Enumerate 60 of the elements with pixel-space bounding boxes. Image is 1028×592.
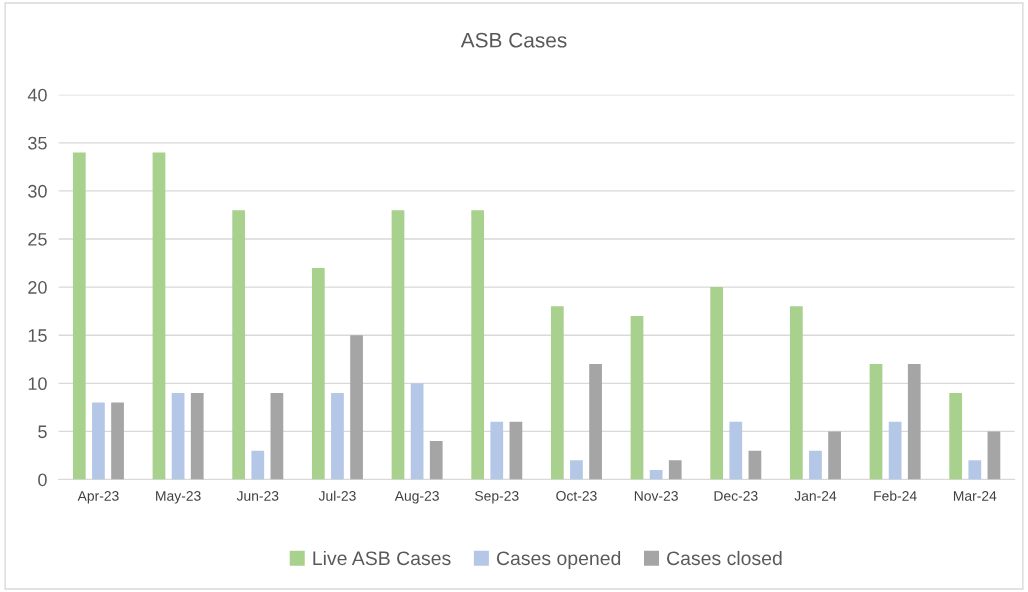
x-tick-label: Apr-23: [77, 491, 119, 504]
bar: [987, 431, 1001, 480]
x-tick-label: Aug-23: [394, 491, 439, 504]
x-tick-label: Dec-23: [714, 491, 758, 501]
bar: [72, 152, 86, 480]
legend-label: Live ASB Cases: [313, 550, 451, 566]
x-tick-label: Jun-23: [236, 491, 279, 501]
bar: [509, 421, 523, 480]
y-tick-label: 15: [28, 329, 47, 342]
y-tick-label: 40: [27, 88, 47, 102]
bar: [190, 392, 204, 480]
legend-label: Cases opened: [496, 550, 621, 570]
bar: [949, 392, 963, 480]
x-tick-label: Mar-24: [953, 491, 997, 501]
bar: [869, 364, 883, 480]
bar: [471, 210, 485, 480]
x-tick-label: Sep-23: [475, 491, 519, 504]
x-tick-label: Nov-23: [634, 491, 678, 501]
y-tick-label: 10: [28, 377, 47, 391]
legend-label: Cases closed: [667, 550, 782, 566]
y-tick-label: 25: [28, 232, 47, 246]
bar: [630, 315, 644, 480]
bar: [350, 335, 363, 480]
bar: [888, 421, 902, 480]
bar: [809, 450, 822, 480]
y-tick-label: 20: [28, 281, 47, 294]
bar: [828, 431, 841, 480]
x-tick-label: Feb-24: [874, 490, 917, 501]
bar: [789, 306, 803, 480]
bar: [429, 441, 443, 480]
bar: [748, 450, 762, 480]
bar: [171, 392, 185, 480]
bar: [311, 267, 325, 480]
bar: [270, 392, 284, 480]
bar: [111, 402, 124, 480]
bar: [550, 306, 564, 480]
bar: [391, 210, 405, 480]
bar: [570, 460, 583, 480]
bar: [251, 450, 265, 480]
x-tick-label: May-23: [156, 491, 201, 504]
bar: [152, 152, 166, 480]
bar: [729, 421, 743, 480]
y-tick-label: 5: [38, 425, 47, 439]
bar: [232, 210, 246, 480]
y-tick-label: 0: [38, 473, 47, 487]
x-tick-label: Jan-24: [794, 491, 837, 501]
bar: [92, 402, 105, 480]
bar: [968, 460, 982, 480]
y-tick-label: 35: [28, 136, 47, 150]
bar: [490, 421, 504, 480]
bar: [710, 287, 724, 480]
bar: [668, 460, 682, 480]
bar: [410, 383, 424, 480]
bar: [331, 392, 344, 480]
bar: [589, 364, 602, 480]
x-tick-label: Jul-23: [318, 490, 356, 501]
chart-title: ASB Cases: [460, 32, 567, 48]
y-tick-label: 30: [28, 184, 47, 198]
x-tick-label: Oct-23: [556, 491, 597, 501]
bar: [907, 364, 921, 480]
